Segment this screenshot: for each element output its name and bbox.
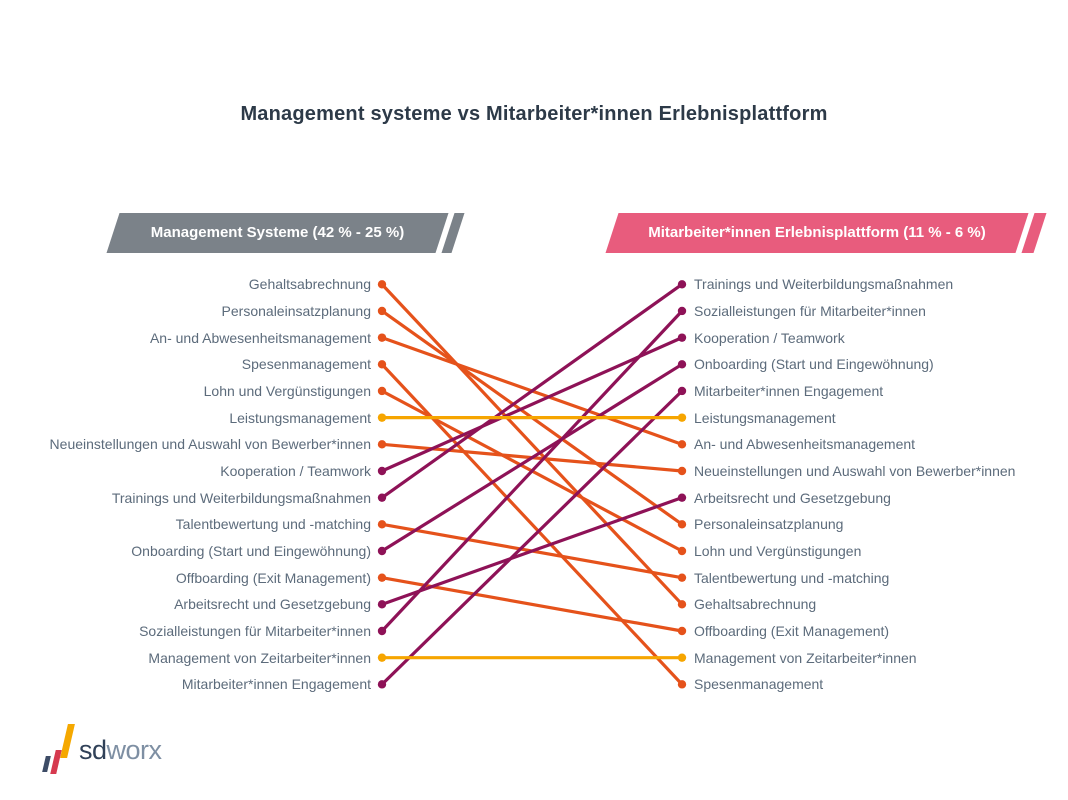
right-item-label: Mitarbeiter*innen Engagement <box>694 382 884 399</box>
right-item-label: An- und Abwesenheitsmanagement <box>694 436 916 453</box>
right-item-label: Lohn und Vergünstigungen <box>694 543 862 559</box>
left-item-label: An- und Abwesenheitsmanagement <box>149 329 371 346</box>
left-item-label: Arbeitsrecht und Gesetzgebung <box>174 596 371 613</box>
slope-dot <box>677 680 687 689</box>
slope-dot <box>377 306 387 316</box>
slope-dot <box>677 280 687 289</box>
left-item-label: Mitarbeiter*innen Engagement <box>181 676 371 693</box>
left-item-label: Talentbewertung und -matching <box>175 516 371 533</box>
left-item-label: Sozialleistungen für Mitarbeiter*innen <box>139 623 371 639</box>
right-column-header: Mitarbeiter*innen Erlebnisplattform (11 … <box>648 224 986 241</box>
right-item-label: Gehaltsabrechnung <box>694 596 817 613</box>
slope-dot <box>677 573 687 582</box>
sdworx-logo-text-worx: worx <box>106 735 163 765</box>
right-item-label: Kooperation / Teamwork <box>694 329 845 346</box>
slope-dot <box>377 333 387 342</box>
slope-dot <box>377 546 387 556</box>
slope-line <box>381 282 683 499</box>
left-item-label: Gehaltsabrechnung <box>248 276 371 293</box>
slope-dot <box>677 440 687 449</box>
slope-line <box>381 576 683 633</box>
right-item-label: Spesenmanagement <box>694 676 824 693</box>
slope-dot <box>377 413 387 422</box>
right-item-label: Offboarding (Exit Management) <box>694 623 890 639</box>
right-item-label: Sozialleistungen für Mitarbeiter*innen <box>694 302 926 319</box>
slope-dot <box>677 493 687 502</box>
slope-dot <box>677 466 687 476</box>
left-item-label: Management von Zeitarbeiter*innen <box>148 649 371 666</box>
slope-dot <box>377 493 387 502</box>
left-item-label: Offboarding (Exit Management) <box>175 569 371 586</box>
left-item-label: Kooperation / Teamwork <box>220 462 371 479</box>
slope-dot <box>377 680 387 689</box>
right-item-label: Onboarding (Start und Eingewöhnung) <box>694 356 934 373</box>
slope-dot <box>377 440 387 449</box>
slope-dot <box>677 413 687 422</box>
left-item-label: Onboarding (Start und Eingewöhnung) <box>131 543 371 559</box>
slope-line <box>381 336 683 473</box>
slope-dot <box>377 360 387 369</box>
slope-dot <box>677 360 687 369</box>
right-item-label: Neueinstellungen und Auswahl von Bewerbe… <box>694 462 1016 479</box>
left-item-label: Personaleinsatzplanung <box>221 302 371 319</box>
right-item-label: Leistungsmanagement <box>694 409 836 426</box>
slope-dot <box>677 520 687 529</box>
slope-dot <box>377 573 387 582</box>
slope-dot <box>377 653 387 662</box>
slope-line <box>380 283 684 606</box>
left-item-label: Neueinstellungen und Auswahl von Bewerbe… <box>49 436 371 453</box>
left-item-label: Trainings und Weiterbildungsmaßnahmen <box>111 489 371 506</box>
slope-dot <box>677 333 687 342</box>
right-item-label: Trainings und Weiterbildungsmaßnahmen <box>694 276 954 293</box>
page-title: Management systeme vs Mitarbeiter*innen … <box>240 103 828 125</box>
slope-dot <box>377 520 387 529</box>
right-item-label: Management von Zeitarbeiter*innen <box>694 649 917 666</box>
left-column-header: Management Systeme (42 % - 25 %) <box>150 224 405 241</box>
slope-dot <box>677 546 687 556</box>
slope-line <box>380 389 684 686</box>
left-item-label: Lohn und Vergünstigungen <box>203 382 371 399</box>
sdworx-logo-text-sd: sd <box>79 735 107 765</box>
slope-line <box>380 309 684 633</box>
slope-dot <box>677 653 687 662</box>
sdworx-logo: sdworx <box>79 735 162 766</box>
slope-line <box>381 496 683 606</box>
slope-line <box>381 362 683 553</box>
right-item-label: Personaleinsatzplanung <box>694 516 844 533</box>
slope-dot <box>377 466 387 476</box>
left-item-label: Leistungsmanagement <box>229 409 371 426</box>
slope-dot <box>377 626 387 636</box>
slope-dot <box>377 386 387 396</box>
slope-dot <box>677 600 687 609</box>
right-item-label: Arbeitsrecht und Gesetzgebung <box>694 489 891 506</box>
slope-dot <box>677 386 687 396</box>
slope-dot <box>377 280 387 289</box>
slope-dot <box>677 626 687 636</box>
right-item-label: Talentbewertung und -matching <box>694 569 890 586</box>
slope-dot <box>377 600 387 609</box>
left-item-label: Spesenmanagement <box>241 356 371 373</box>
slope-dot <box>677 306 687 316</box>
